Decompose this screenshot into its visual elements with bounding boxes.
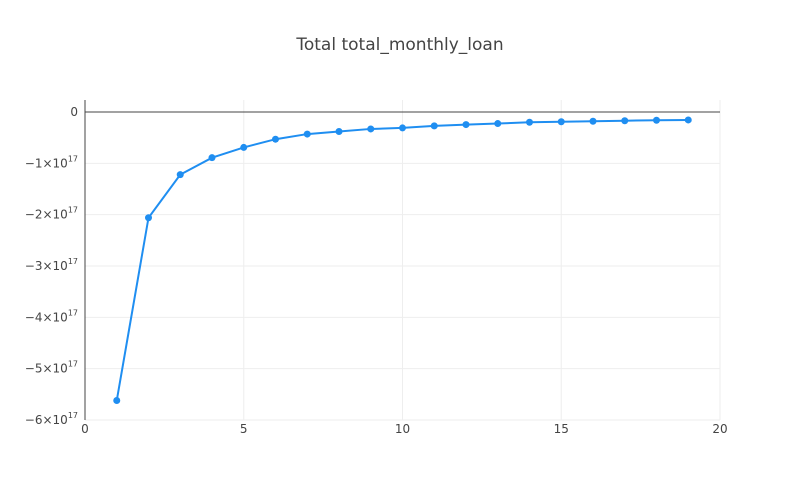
data-point: [494, 120, 502, 128]
y-tick-label: 0: [70, 105, 78, 119]
data-point: [176, 171, 184, 179]
y-tick-label: −4×1017: [25, 308, 78, 324]
x-tick-label: 0: [81, 422, 89, 436]
y-tick-label: −5×1017: [25, 360, 78, 376]
y-tick-label: −2×1017: [25, 206, 78, 222]
data-point: [113, 396, 121, 404]
data-point: [526, 118, 533, 126]
data-point: [399, 124, 406, 132]
data-point: [335, 128, 343, 136]
x-tick-label: 15: [554, 422, 569, 436]
data-point: [621, 117, 629, 125]
data-point: [272, 135, 279, 143]
data-point: [208, 154, 216, 162]
tick-labels: 0 −1×1017 −2×1017 −3×1017 −4×1017 −5×1017 −6×1…: [25, 105, 728, 436]
grid-layer: [85, 100, 721, 421]
y-tick-label: −6×1017: [25, 411, 78, 427]
data-point: [303, 130, 311, 138]
data-point: [145, 214, 152, 222]
y-tick-label: −3×1017: [25, 257, 78, 273]
data-point: [430, 122, 438, 130]
x-tick-label: 20: [712, 422, 727, 436]
data-point: [240, 143, 248, 151]
chart-title: Total total_monthly_loan: [295, 35, 503, 55]
data-point: [653, 116, 660, 124]
data-point: [367, 125, 375, 133]
data-point: [684, 116, 692, 124]
data-point: [557, 118, 565, 126]
x-tick-label: 5: [240, 422, 248, 436]
axis-layer: [84, 100, 720, 420]
series-layer: [113, 116, 692, 404]
y-tick-label: −1×1017: [25, 154, 78, 170]
data-point: [462, 121, 470, 129]
x-tick-label: 10: [395, 422, 410, 436]
data-point: [589, 117, 597, 125]
